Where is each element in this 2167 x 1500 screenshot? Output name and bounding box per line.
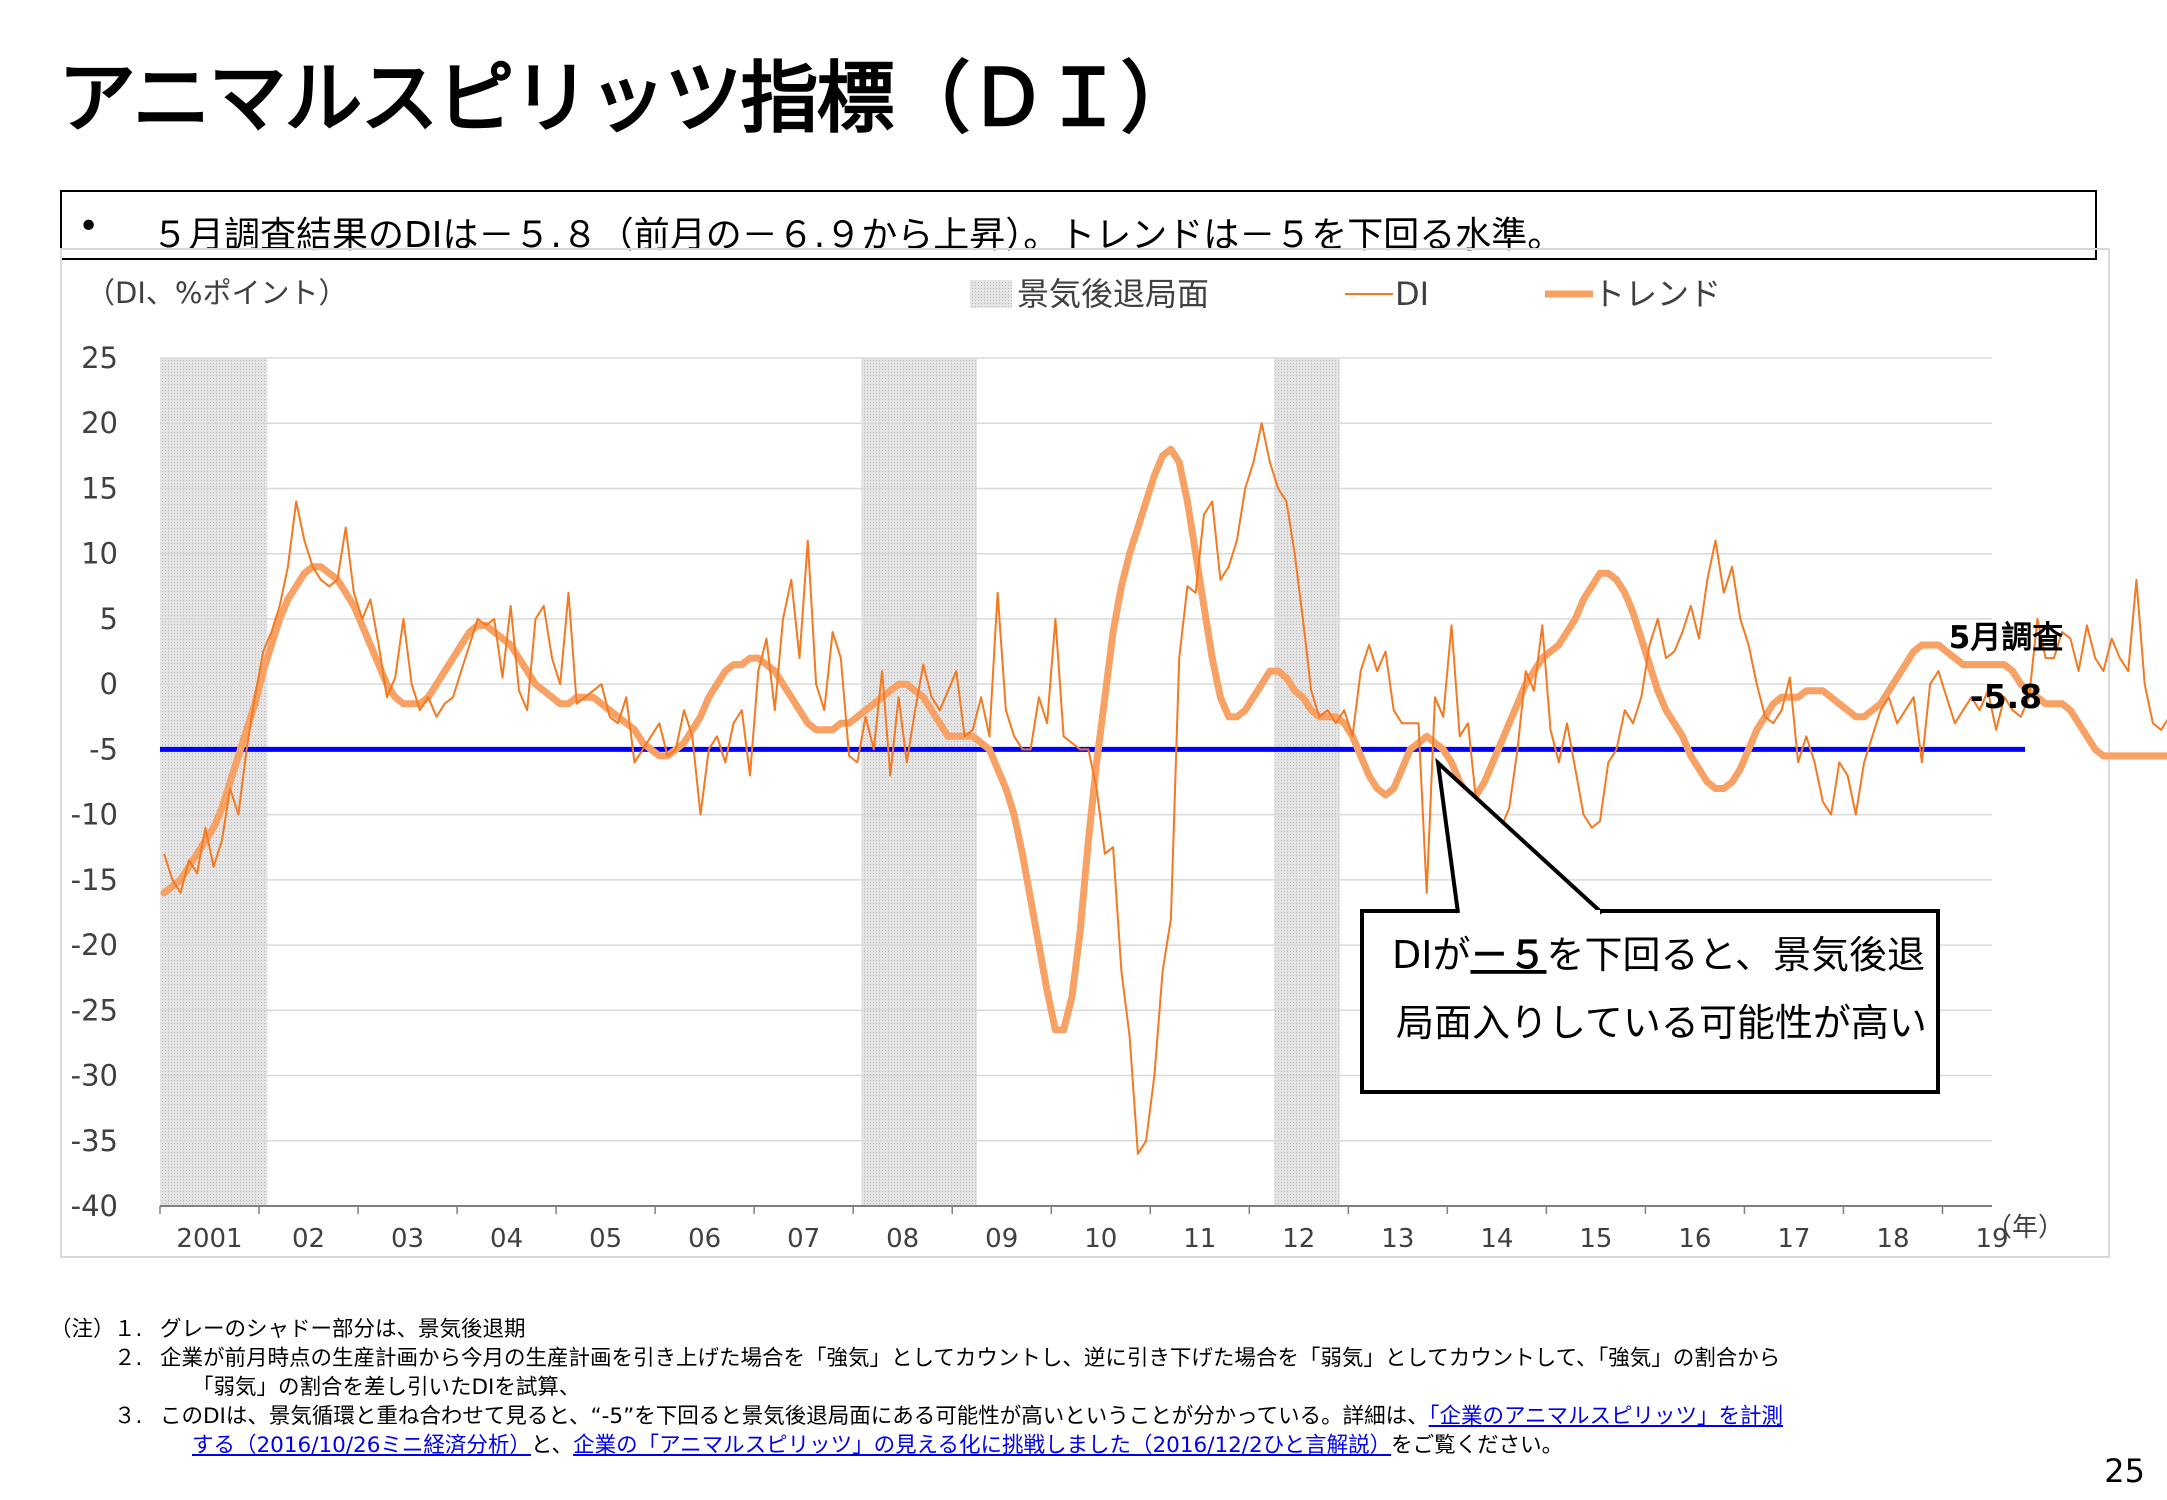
note-3-link-1[interactable]: 「企業のアニマルスピリッツ」を計測 bbox=[1428, 1404, 1784, 1429]
series-layer bbox=[160, 422, 2167, 1155]
recession-band-3 bbox=[1274, 358, 1341, 1206]
y-tick-label: 10 bbox=[81, 537, 118, 571]
x-tick-label: 19 bbox=[1975, 1224, 2008, 1254]
y-tick-label: -25 bbox=[71, 993, 118, 1027]
y-tick-label: -20 bbox=[71, 928, 118, 962]
x-tick-label: 03 bbox=[391, 1224, 424, 1254]
x-tick-label: 17 bbox=[1777, 1224, 1810, 1254]
y-axis-label: （DI、%ポイント） bbox=[86, 276, 347, 310]
note-2: ２. 企業が前月時点の生産計画から今月の生産計画を引き上げた場合を「強気」としてカ… bbox=[50, 1344, 2110, 1373]
x-tick-label: 11 bbox=[1183, 1224, 1216, 1254]
latest-annotation: 5月調査 -5.8 bbox=[1949, 620, 2064, 716]
legend-label-recession: 景気後退局面 bbox=[1017, 275, 1209, 313]
legend-label-di: DI bbox=[1395, 275, 1429, 313]
recession-band-2 bbox=[861, 358, 977, 1206]
summary-bullet: • bbox=[78, 206, 100, 247]
y-tick-label: 20 bbox=[81, 406, 118, 440]
callout-emph: －５ bbox=[1470, 933, 1546, 977]
latest-annotation-value: -5.8 bbox=[1970, 677, 2042, 716]
x-tick-label: 06 bbox=[688, 1224, 721, 1254]
note-3-continued: する（2016/10/26ミニ経済分析）と、企業の「アニマルスピリッツ」の見える… bbox=[50, 1431, 2110, 1460]
note-3-link-1-cont[interactable]: する（2016/10/26ミニ経済分析） bbox=[192, 1433, 531, 1458]
x-tick-label: 07 bbox=[787, 1224, 820, 1254]
notes: （注）１. グレーのシャドー部分は、景気後退期 ２. 企業が前月時点の生産計画から今… bbox=[50, 1315, 2110, 1460]
callout-box bbox=[1360, 909, 1940, 1094]
note-2-continued: 「弱気」の割合を差し引いたDIを試算、 bbox=[192, 1375, 581, 1400]
x-tick-label: 2001 bbox=[176, 1224, 242, 1254]
y-tick-label: 0 bbox=[100, 667, 118, 701]
notes-label: （注） bbox=[50, 1317, 115, 1342]
latest-annotation-title: 5月調査 bbox=[1949, 620, 2064, 656]
note-2-number: ２. bbox=[114, 1346, 143, 1371]
callout-line2: 局面入りしている可能性が高い bbox=[1396, 1001, 1927, 1045]
note-3-text: このDIは、景気循環と重ね合わせて見ると、“-5”を下回ると景気後退局面にある可… bbox=[160, 1404, 1429, 1429]
x-axis-unit: （年） bbox=[1986, 1213, 2064, 1243]
x-tick-label: 15 bbox=[1579, 1224, 1612, 1254]
y-tick-label: -30 bbox=[71, 1059, 118, 1093]
y-tick-label: -5 bbox=[89, 732, 118, 766]
trend-line bbox=[160, 445, 2167, 1034]
callout: DIが－５を下回ると、景気後退 局面入りしている可能性が高い bbox=[1360, 757, 1940, 1094]
x-tick-label: 05 bbox=[589, 1224, 622, 1254]
x-tick-label: 09 bbox=[985, 1224, 1018, 1254]
page-title: アニマルスピリッツ指標（ＤＩ） bbox=[58, 54, 1198, 144]
x-tick-label: 14 bbox=[1480, 1224, 1513, 1254]
y-tick-label: -40 bbox=[71, 1189, 118, 1223]
y-tick-label: 25 bbox=[81, 341, 118, 375]
di-line bbox=[163, 422, 2167, 1155]
y-tick-label: 15 bbox=[81, 471, 118, 505]
page-number: 25 bbox=[2104, 1452, 2145, 1490]
note-1-number: １. bbox=[114, 1317, 143, 1342]
y-tick-label: -10 bbox=[71, 798, 118, 832]
x-tick-label: 08 bbox=[886, 1224, 919, 1254]
y-tick-label: 5 bbox=[100, 602, 118, 636]
note-1-text: グレーのシャドー部分は、景気後退期 bbox=[160, 1317, 526, 1342]
legend-label-trend: トレンド bbox=[1593, 275, 1721, 313]
svg-text:DIが－５を下回ると、景気後退: DIが－５を下回ると、景気後退 bbox=[1392, 933, 1925, 977]
chart-svg: 25 20 15 10 5 0 -5 -10 -15 -20 -25 -30 -35 -40 2001 02… bbox=[71, 275, 2167, 1254]
note-3: ３. このDIは、景気循環と重ね合わせて見ると、“-5”を下回ると景気後退局面にあ… bbox=[50, 1402, 2110, 1431]
y-axis: 25 20 15 10 5 0 -5 -10 -15 -20 -25 -30 -35 -40 bbox=[71, 341, 118, 1223]
y-tick-label: -15 bbox=[71, 863, 118, 897]
note-3-tail: をご覧ください。 bbox=[1391, 1433, 1564, 1458]
callout-line1: DIが bbox=[1392, 933, 1470, 977]
callout-pointer bbox=[1435, 757, 1604, 915]
x-tick-label: 10 bbox=[1084, 1224, 1117, 1254]
recession-band-1 bbox=[160, 358, 268, 1206]
legend-swatch-recession bbox=[970, 280, 1012, 308]
x-tick-label: 02 bbox=[292, 1224, 325, 1254]
x-tick-label: 04 bbox=[490, 1224, 523, 1254]
note-3-number: ３. bbox=[114, 1404, 143, 1429]
recession-layer bbox=[160, 358, 1341, 1206]
note-2-text: 企業が前月時点の生産計画から今月の生産計画を引き上げた場合を「強気」としてカウン… bbox=[160, 1346, 1781, 1371]
x-tick-label: 16 bbox=[1678, 1224, 1711, 1254]
note-1: （注）１. グレーのシャドー部分は、景気後退期 bbox=[50, 1315, 2110, 1344]
x-tick-label: 18 bbox=[1876, 1224, 1909, 1254]
x-tick-label: 12 bbox=[1282, 1224, 1315, 1254]
note-3-mid: と、 bbox=[530, 1433, 574, 1458]
note-3-link-2[interactable]: 企業の「アニマルスピリッツ」の見える化に挑戦しました（2016/12/2ひと言解… bbox=[573, 1433, 1392, 1458]
x-axis: 2001 02 03 04 05 06 07 08 09 10 11 12 13 14 15 16 17 18 19 bbox=[159, 1205, 2009, 1254]
callout-line1-rest: を下回ると、景気後退 bbox=[1546, 933, 1924, 977]
y-tick-label: -35 bbox=[71, 1124, 118, 1158]
x-tick-label: 13 bbox=[1381, 1224, 1414, 1254]
legend: 景気後退局面 DI トレンド bbox=[970, 275, 1721, 313]
